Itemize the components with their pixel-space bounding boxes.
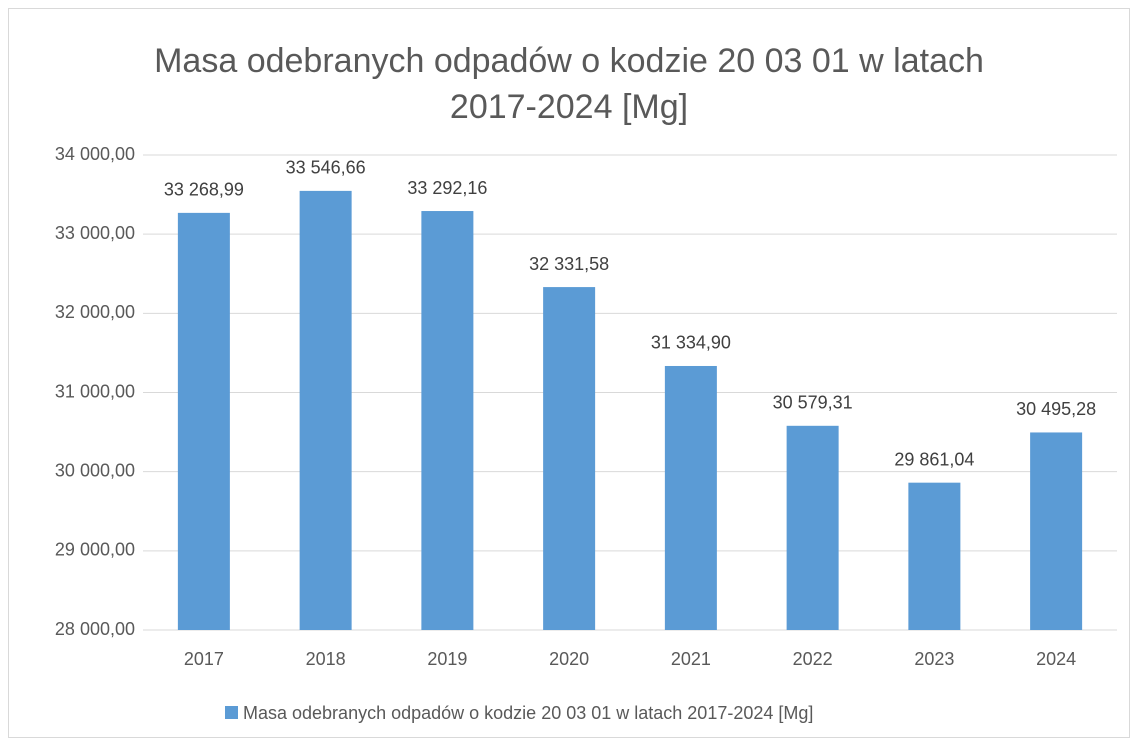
bar: [908, 482, 961, 630]
bar: [421, 211, 474, 630]
bar: [177, 212, 230, 630]
bar: [664, 365, 717, 630]
y-tick-label: 32 000,00: [55, 302, 135, 322]
data-label: 33 268,99: [164, 180, 244, 200]
data-label: 33 546,66: [286, 158, 366, 178]
chart-border: [8, 8, 1130, 738]
x-tick-label: 2022: [793, 649, 833, 669]
x-tick-label: 2023: [914, 649, 954, 669]
data-label: 31 334,90: [651, 333, 731, 353]
y-tick-label: 28 000,00: [55, 619, 135, 639]
bar: [1030, 432, 1083, 630]
bar: [299, 190, 352, 631]
bar: [786, 425, 839, 630]
y-tick-label: 30 000,00: [55, 460, 135, 480]
x-tick-label: 2018: [306, 649, 346, 669]
x-tick-label: 2019: [427, 649, 467, 669]
x-tick-label: 2020: [549, 649, 589, 669]
x-tick-label: 2017: [184, 649, 224, 669]
x-tick-label: 2021: [671, 649, 711, 669]
x-tick-label: 2024: [1036, 649, 1076, 669]
data-label: 30 579,31: [773, 393, 853, 413]
chart-title: Masa odebranych odpadów o kodzie 20 03 0…: [154, 42, 984, 126]
data-label: 29 861,04: [894, 449, 974, 469]
legend-swatch: [225, 706, 238, 719]
data-label: 30 495,28: [1016, 399, 1096, 419]
legend-label: Masa odebranych odpadów o kodzie 20 03 0…: [243, 703, 813, 723]
y-tick-label: 29 000,00: [55, 540, 135, 560]
data-label: 33 292,16: [407, 178, 487, 198]
y-tick-label: 31 000,00: [55, 381, 135, 401]
bar: [543, 287, 596, 630]
y-tick-label: 34 000,00: [55, 144, 135, 164]
data-label: 32 331,58: [529, 254, 609, 274]
y-tick-label: 33 000,00: [55, 223, 135, 243]
